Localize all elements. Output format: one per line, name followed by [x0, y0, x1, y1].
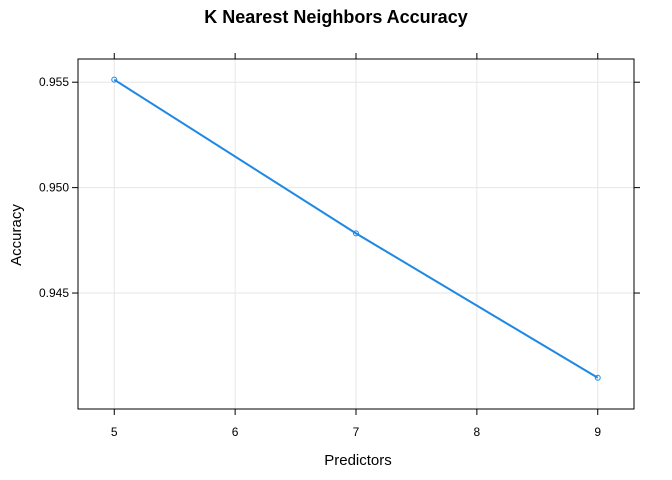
y-axis-label: Accuracy — [8, 204, 25, 266]
data-point — [594, 374, 601, 381]
axis-ticks: 5 6 7 8 9 0.945 0.950 0.955 — [39, 53, 640, 439]
y-tick-label: 0.950 — [39, 181, 69, 195]
x-axis-label: Predictors — [324, 452, 392, 469]
x-tick-label: 6 — [232, 425, 239, 439]
series-group — [111, 76, 601, 381]
grid — [78, 59, 634, 409]
x-tick-label: 9 — [594, 425, 601, 439]
data-point — [353, 230, 359, 237]
x-tick-label: 8 — [474, 425, 481, 439]
chart-title: K Nearest Neighbors Accuracy — [204, 7, 467, 27]
y-tick-label: 0.955 — [39, 75, 69, 89]
x-tick-label: 7 — [353, 425, 360, 439]
data-point — [111, 76, 118, 83]
series-line — [113, 78, 599, 379]
y-tick-label: 0.945 — [39, 286, 69, 300]
x-tick-label: 5 — [111, 425, 118, 439]
